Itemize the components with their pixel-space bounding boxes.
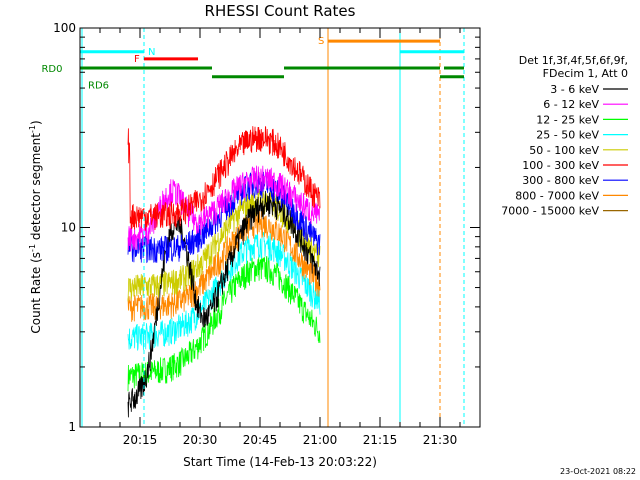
chart-title: RHESSI Count Rates: [205, 2, 356, 20]
series-line: [127, 189, 321, 302]
legend-entry: 100 - 300 keV: [522, 159, 599, 172]
legend-header-line-2: FDecim 1, Att 0: [543, 67, 628, 80]
flag-label: N: [148, 47, 155, 58]
data-lines: [127, 125, 321, 418]
x-tick-label: 21:30: [423, 433, 458, 447]
legend-entry: 12 - 25 keV: [536, 113, 599, 126]
flag-label: RD6: [88, 81, 109, 92]
x-tick-label: 20:30: [183, 433, 218, 447]
legend-header-line-1: Det 1f,3f,4f,5f,6f,9f,: [519, 54, 628, 67]
flag-bars: NF S RD0 RD6: [41, 36, 464, 92]
legend-entry: 300 - 800 keV: [522, 174, 599, 187]
flag-label: S: [318, 36, 324, 47]
y-tick-label: 10: [61, 221, 76, 235]
x-axis-label: Start Time (14-Feb-13 20:03:22): [183, 455, 377, 469]
legend-entry: 6 - 12 keV: [543, 98, 599, 111]
flag-label: RD0: [41, 64, 62, 75]
y-axis-label: Count Rate (s-1 detector segment-1): [28, 120, 43, 333]
series-line: [127, 125, 321, 231]
x-tick-label: 21:00: [303, 433, 338, 447]
flag-label: F: [134, 54, 140, 65]
series-line: [127, 256, 321, 392]
legend-entry: 25 - 50 keV: [536, 129, 599, 142]
y-tick-label: 1: [68, 420, 76, 434]
x-tick-label: 20:15: [123, 433, 158, 447]
y-tick-label: 100: [53, 21, 76, 35]
x-tick-label: 20:45: [243, 433, 278, 447]
legend-entry: 50 - 100 keV: [529, 144, 599, 157]
legend-entry: 7000 - 15000 keV: [501, 205, 599, 218]
y-axis: 1 10 100: [53, 21, 480, 434]
series-line: [127, 231, 321, 351]
legend-entry: 3 - 6 keV: [550, 83, 599, 96]
x-axis: 20:15 20:30 20:45 21:00 21:15 21:30: [79, 28, 481, 447]
timestamp: 23-Oct-2021 08:22: [560, 467, 636, 476]
legend-entry: 800 - 7000 keV: [515, 189, 599, 202]
legend: Det 1f,3f,4f,5f,6f,9f, FDecim 1, Att 0 3…: [501, 54, 628, 218]
series-line: [127, 165, 321, 252]
x-tick-label: 21:15: [363, 433, 398, 447]
